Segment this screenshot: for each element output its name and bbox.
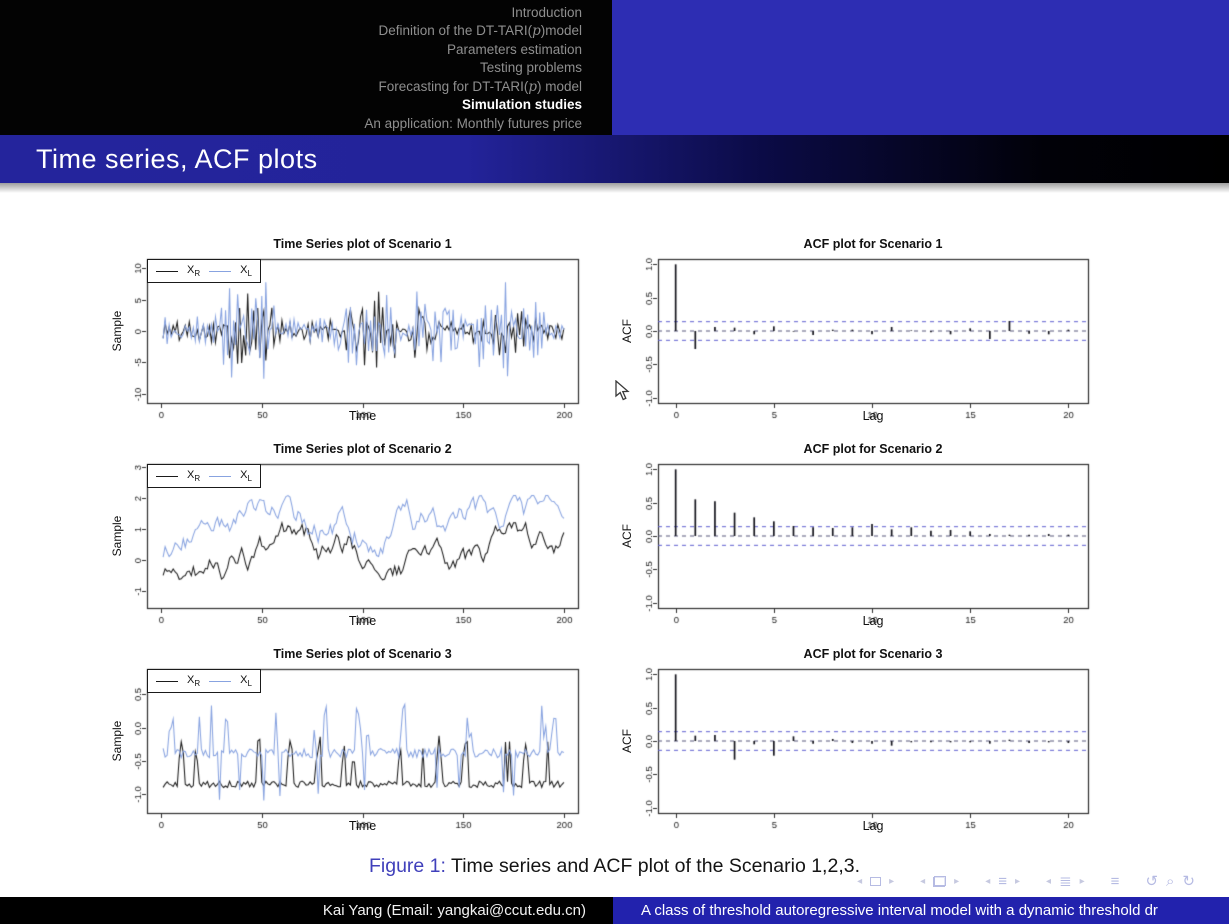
legend-label: XR (187, 673, 201, 689)
legend-box: XR XL (147, 669, 261, 693)
y-axis-label: ACF (620, 524, 634, 548)
legend-line-sample (156, 680, 178, 682)
frame-icon[interactable] (870, 876, 882, 886)
paper-title-text: A class of threshold autoregressive inte… (641, 902, 1158, 919)
y-axis-label: Sample (110, 720, 124, 762)
x-axis-label: Time (348, 819, 377, 833)
x-axis-label: Lag (862, 819, 884, 833)
next-frame-arrow-icon[interactable]: ▸ (889, 875, 895, 887)
legend-label: XR (187, 263, 201, 279)
x-axis-label: Lag (862, 409, 884, 423)
beamer-navigation-bar: ◂ ▸ ◂ ▸ ◂ ≡ ▸ ◂ ≣ ▸ ≡ ↺ ⌕ ↻ (857, 871, 1195, 891)
subsection-lines-icon[interactable]: ≣ (1059, 872, 1072, 890)
figure-caption-text: Time series and ACF plot of the Scenario… (451, 855, 861, 877)
outline-nav-item-1[interactable]: Definition of the DT-TARI(p)model (378, 23, 582, 40)
legend-label: XL (240, 673, 252, 689)
prev-overlay-arrow-icon[interactable]: ◂ (920, 875, 926, 887)
section-lines-icon[interactable]: ≡ (998, 872, 1007, 890)
slide-header: Introduction Definition of the DT-TARI(p)… (0, 0, 1229, 135)
outline-nav-item-5[interactable]: Simulation studies (461, 97, 582, 113)
next-subsection-arrow-icon[interactable]: ▸ (1079, 875, 1085, 887)
acf-canvas-1 (600, 236, 1110, 436)
mouse-cursor-icon (615, 380, 630, 401)
legend-line-sample (209, 680, 232, 682)
acf-plot-scenario-1: ACF plot for Scenario 1 ACF Lag (600, 236, 1110, 436)
y-axis-label: Sample (110, 310, 124, 352)
author-text: Kai Yang (Email: yangkai@ccut.edu.cn) (322, 902, 586, 919)
acf-plot-scenario-2: ACF plot for Scenario 2 ACF Lag (600, 441, 1110, 641)
outline-nav-item-6[interactable]: An application: Monthly futures price (364, 115, 582, 131)
page-title: Time series, ACF plots (36, 143, 318, 174)
search-icon[interactable]: ⌕ (1166, 872, 1175, 890)
prev-subsection-arrow-icon[interactable]: ◂ (1046, 875, 1052, 887)
prev-frame-arrow-icon[interactable]: ◂ (857, 875, 863, 887)
x-axis-label: Time (348, 614, 377, 628)
x-axis-label: Lag (862, 614, 884, 628)
prev-section-arrow-icon[interactable]: ◂ (985, 875, 991, 887)
y-axis-label: ACF (620, 729, 634, 753)
legend-box: XR XL (147, 259, 261, 283)
next-overlay-arrow-icon[interactable]: ▸ (954, 875, 960, 887)
forward-history-icon[interactable]: ↻ (1182, 872, 1195, 890)
slide-footer: Kai Yang (Email: yangkai@ccut.edu.cn) A … (0, 897, 1229, 924)
outline-nav-item-2[interactable]: Parameters estimation (446, 41, 582, 57)
acf-canvas-2 (600, 441, 1110, 641)
timeseries-plot-scenario-3: Time Series plot of Scenario 3 Sample Ti… (100, 646, 600, 846)
y-axis-label: Sample (110, 515, 124, 557)
figure-caption: Figure 1: Time series and ACF plot of th… (0, 855, 1229, 878)
outline-nav-item-3[interactable]: Testing problems (479, 60, 582, 76)
acf-canvas-3 (600, 646, 1110, 846)
legend-line-sample (156, 475, 178, 477)
outline-nav: Introduction Definition of the DT-TARI(p)… (0, 0, 612, 135)
outline-nav-item-4[interactable]: Forecasting for DT-TARI(p) model (378, 78, 582, 95)
footer-author-bar: Kai Yang (Email: yangkai@ccut.edu.cn) (0, 897, 613, 924)
outline-nav-item-0[interactable]: Introduction (511, 5, 582, 21)
frames-icon[interactable] (933, 875, 947, 887)
next-section-arrow-icon[interactable]: ▸ (1015, 875, 1021, 887)
timeseries-plot-scenario-2: Time Series plot of Scenario 2 Sample Ti… (100, 441, 600, 641)
title-bar-shadow (0, 183, 1229, 193)
legend-box: XR XL (147, 464, 261, 488)
footer-paper-title-bar: A class of threshold autoregressive inte… (613, 897, 1229, 924)
legend-label: XL (240, 468, 252, 484)
acf-plot-scenario-3: ACF plot for Scenario 3 ACF Lag (600, 646, 1110, 846)
legend-label: XR (187, 468, 201, 484)
x-axis-label: Time (348, 409, 377, 423)
timeseries-plot-scenario-1: Time Series plot of Scenario 1 Sample Ti… (100, 236, 600, 436)
legend-label: XL (240, 263, 252, 279)
back-history-icon[interactable]: ↺ (1145, 872, 1159, 890)
y-axis-label: ACF (620, 319, 634, 343)
legend-line-sample (209, 270, 232, 272)
frame-title-bar: Time series, ACF plots (0, 135, 1229, 183)
figure-label: Figure 1: (368, 855, 446, 877)
legend-line-sample (156, 270, 178, 272)
header-blue-block (612, 0, 1229, 135)
toc-lines-icon[interactable]: ≡ (1110, 872, 1120, 890)
legend-line-sample (209, 475, 232, 477)
